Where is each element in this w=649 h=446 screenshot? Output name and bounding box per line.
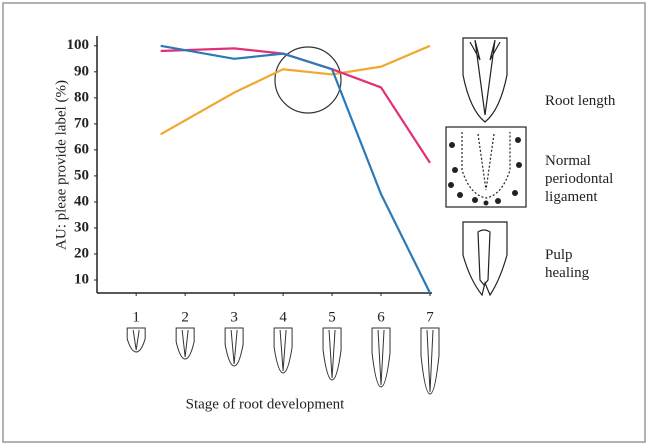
tooth-stage-icon [372,328,390,387]
x-tick-label: 2 [181,309,189,325]
tooth-stage-icon [274,328,292,373]
x-tick-label: 7 [426,309,434,325]
tooth-icons [446,38,526,295]
legend-label: Root length [545,92,627,110]
y-tick-label: 40 [74,193,89,209]
y-tick-label: 100 [67,37,90,53]
x-tick-label: 5 [328,309,336,325]
x-axis-label: Stage of root development [186,396,346,412]
y-tick-label: 30 [74,219,89,235]
chart: AU: pleae provide label (%) Stage of roo… [0,0,649,446]
tooth-stage-icon [225,328,243,366]
legend-label: Normal periodontal ligament [545,152,627,206]
x-tick-label: 3 [230,309,238,325]
x-tick-label: 6 [377,309,385,325]
y-tick-label: 20 [74,245,89,261]
legend-label: Pulp healing [545,246,605,282]
y-tick-label: 80 [74,89,89,105]
tooth-stage-icon [421,328,439,394]
y-tick-label: 90 [74,63,89,79]
tooth-stage-icon [176,328,194,359]
tooth-stage-icon [127,328,145,352]
y-tick-label: 50 [74,167,89,183]
ligament-dots [448,137,522,206]
y-axis-label: AU: pleae provide label (%) [53,80,69,250]
x-tick-label: 4 [279,309,287,325]
frame [3,3,645,442]
series-line [161,46,430,293]
y-tick-label: 60 [74,141,89,157]
highlight-circle [275,47,341,113]
x-tick-label: 1 [132,309,140,325]
y-tick-label: 10 [74,271,89,287]
series-line [161,48,430,162]
tooth-stage-icon [323,328,341,380]
y-tick-label: 70 [74,115,89,131]
series-line [161,46,430,134]
page: AU: pleae provide label (%) Stage of roo… [0,0,649,446]
